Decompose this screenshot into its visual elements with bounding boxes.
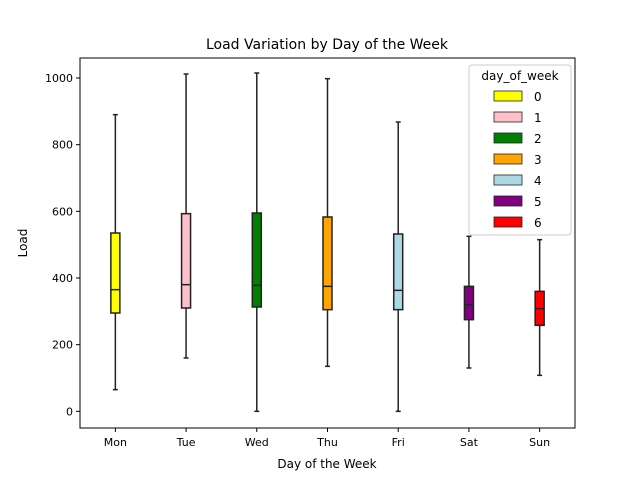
legend-swatch <box>493 111 523 123</box>
legend-label: 4 <box>534 174 542 188</box>
legend: day_of_week 0 1 2 3 4 5 6 <box>468 64 572 236</box>
legend-entry: 4 <box>493 174 542 188</box>
x-tick-label: Sun <box>529 436 550 449</box>
x-tick-label: Wed <box>245 436 269 449</box>
y-tick-label: 0 <box>66 405 73 418</box>
boxes-layer <box>110 72 545 413</box>
legend-label: 1 <box>534 111 542 125</box>
legend-label: 3 <box>534 153 542 167</box>
legend-entries: 0 1 2 3 4 5 6 <box>493 90 542 230</box>
legend-entry: 3 <box>493 153 542 167</box>
legend-title: day_of_week <box>481 69 558 83</box>
chart-title: Load Variation by Day of the Week <box>206 37 449 53</box>
iqr-box <box>180 212 192 309</box>
y-tick-label: 200 <box>52 339 73 352</box>
iqr-box <box>322 216 333 311</box>
legend-entry: 6 <box>493 216 542 230</box>
iqr-box <box>110 232 121 314</box>
x-axis: Mon Tue Wed Thu Fri Sat Sun <box>104 428 550 449</box>
y-axis: 0 200 400 600 800 1000 <box>45 72 80 418</box>
box-sun <box>534 238 545 377</box>
legend-frame <box>468 64 572 236</box>
legend-entry: 0 <box>493 90 542 104</box>
y-axis-label: Load <box>16 229 30 258</box>
y-tick-label: 400 <box>52 272 73 285</box>
y-tick-label: 1000 <box>45 72 73 85</box>
box-sat <box>463 235 475 369</box>
box-mon <box>110 113 121 391</box>
legend-swatch <box>493 174 523 186</box>
x-tick-label: Tue <box>176 436 196 449</box>
legend-swatch <box>493 216 523 228</box>
box-tue <box>180 73 192 359</box>
y-tick-label: 800 <box>52 139 73 152</box>
legend-swatch <box>493 195 523 207</box>
box-wed <box>251 72 263 413</box>
legend-label: 0 <box>534 90 542 104</box>
legend-entry: 1 <box>493 111 542 125</box>
legend-entry: 2 <box>493 132 542 146</box>
x-tick-label: Thu <box>316 436 338 449</box>
legend-swatch <box>493 90 523 102</box>
x-tick-label: Mon <box>104 436 127 449</box>
y-tick-label: 600 <box>52 205 73 218</box>
legend-entry: 5 <box>493 195 542 209</box>
box-fri <box>392 121 404 413</box>
x-tick-label: Fri <box>392 436 405 449</box>
iqr-box <box>392 233 404 311</box>
iqr-box <box>251 212 263 308</box>
box-thu <box>322 77 333 368</box>
x-axis-label: Day of the Week <box>277 457 376 471</box>
legend-swatch <box>493 132 523 144</box>
legend-label: 6 <box>534 216 542 230</box>
x-tick-label: Sat <box>460 436 479 449</box>
legend-label: 5 <box>534 195 542 209</box>
legend-label: 2 <box>534 132 542 146</box>
iqr-box <box>463 285 475 321</box>
legend-swatch <box>493 153 523 165</box>
